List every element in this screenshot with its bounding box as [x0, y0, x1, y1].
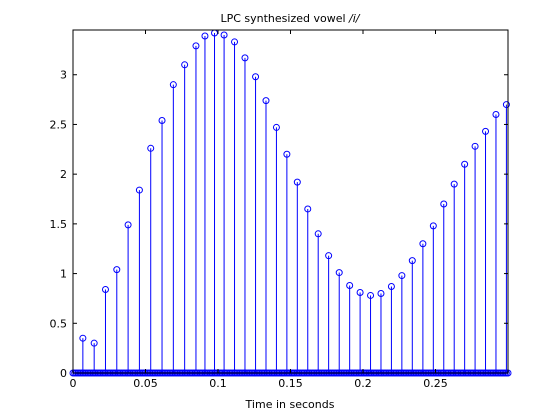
stem-marker: [398, 272, 406, 280]
stem-marker: [450, 180, 458, 188]
x-tick-label: 0: [70, 377, 77, 390]
stem-marker: [113, 266, 121, 274]
stem-marker: [304, 205, 312, 213]
stem-marker: [79, 334, 87, 342]
stem-marker: [346, 282, 354, 290]
stem-marker: [220, 31, 228, 39]
chart-title-vowel: /i/: [348, 12, 361, 25]
stem-marker: [314, 230, 322, 238]
y-tick-label: 0: [60, 367, 67, 380]
stem-marker: [387, 283, 395, 291]
stem-marker: [419, 240, 427, 248]
stem-marker: [482, 127, 490, 135]
stem-marker: [147, 144, 155, 152]
x-tick-label: 0.15: [278, 377, 303, 390]
stem-marker: [325, 252, 333, 260]
y-tick-label: 2.5: [50, 118, 68, 131]
stem-marker: [169, 81, 177, 89]
stem-marker: [283, 150, 291, 158]
x-tick-label: 0.05: [133, 377, 158, 390]
stem-marker: [262, 97, 270, 105]
x-axis-label: Time in seconds: [245, 398, 335, 411]
y-tick-label: 0.5: [50, 317, 68, 330]
y-tick-label: 3: [60, 69, 67, 82]
stem-marker: [101, 285, 109, 293]
stem-marker: [492, 111, 500, 119]
stem-marker: [293, 178, 301, 186]
stem-marker: [502, 101, 510, 109]
y-tick-label: 2: [60, 168, 67, 181]
x-tick-label: 0.1: [209, 377, 227, 390]
stem-marker: [241, 54, 249, 62]
x-tick-label: 0.25: [423, 377, 448, 390]
chart-title-prefix: LPC synthesized vowel: [220, 12, 349, 25]
stem-marker: [440, 200, 448, 208]
stem-marker: [90, 339, 98, 347]
stem-marker: [408, 257, 416, 265]
y-tick-label: 1: [60, 268, 67, 281]
x-tick-label: 0.2: [354, 377, 372, 390]
stem-marker: [231, 38, 239, 46]
stem-marker: [201, 32, 209, 40]
plot-area: [73, 30, 508, 373]
stem-marker: [158, 116, 166, 124]
chart-title: LPC synthesized vowel /i/: [220, 12, 360, 25]
stem-marker: [461, 160, 469, 168]
ticks-group: 0 0.05 0.1 0.15 0.2 0.25 0 0.5 1 1.5 2 2.5 3: [50, 30, 508, 390]
stem-marker: [192, 42, 200, 50]
stem-marker: [252, 73, 260, 81]
stem-marker: [367, 291, 375, 299]
stem-marker: [272, 123, 280, 131]
stem-marker: [471, 142, 479, 150]
stem-marker: [335, 269, 343, 277]
y-tick-label: 1.5: [50, 218, 68, 231]
stem-marker: [181, 61, 189, 69]
stem-marker: [124, 221, 132, 229]
stem-marker: [135, 186, 143, 194]
stem-marker: [356, 288, 364, 296]
stem-marker: [377, 289, 385, 297]
stem-marker: [429, 222, 437, 230]
plot-background: [73, 30, 508, 373]
